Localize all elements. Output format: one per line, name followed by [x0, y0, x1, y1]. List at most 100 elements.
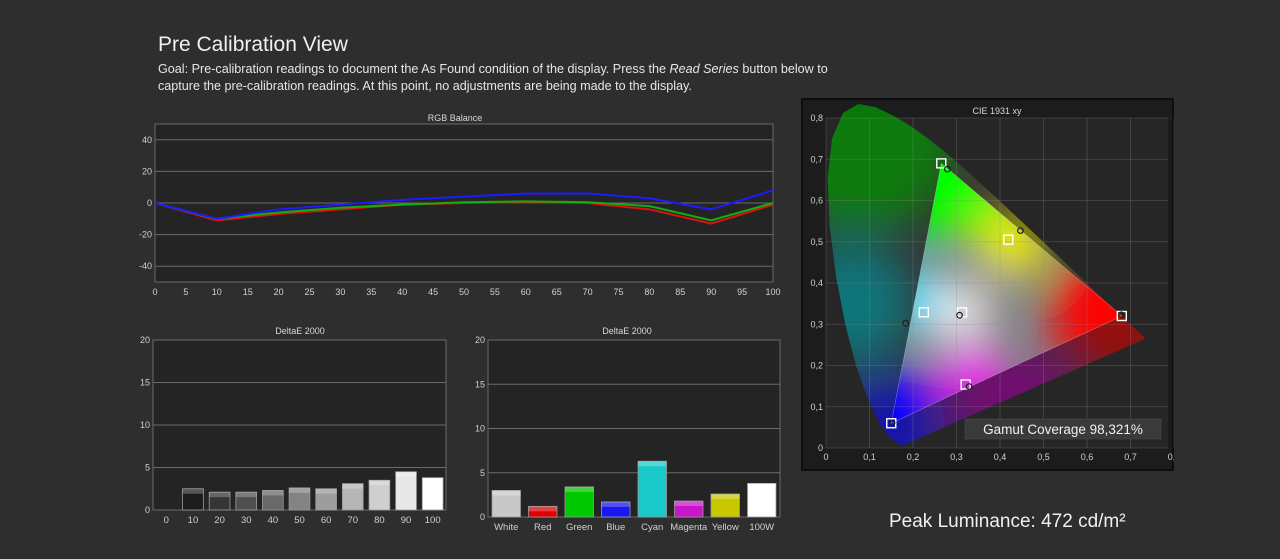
rgb-balance-chart: RGB Balance 40 20 0 -20 -40 0 5 10 15 20 25 30 35 40 4… [139, 113, 781, 297]
cie-measured-point [956, 311, 963, 319]
color-de-bar-highlight [528, 506, 557, 512]
goal-description: Goal: Pre-calibration readings to docume… [158, 61, 848, 95]
rgb-xtick-label: 80 [644, 287, 654, 297]
color-de-category-label: 100W [749, 522, 774, 533]
cie-measured-point [1117, 311, 1125, 319]
color-de-ytick-label: 20 [475, 335, 485, 345]
color-de-category-label: Magenta [670, 522, 708, 533]
gray-de-ytick-label: 5 [145, 463, 150, 473]
cie-ytick-label: 0,8 [810, 113, 823, 123]
gray-de-bar [395, 471, 417, 511]
cie-xtick-label: 0,2 [907, 452, 920, 462]
gray-de-ytick-label: 0 [145, 505, 150, 515]
cie-xtick-label: 0,5 [1037, 452, 1050, 462]
gray-de-bar [341, 483, 364, 511]
color-de-bar [491, 490, 521, 518]
peak-luminance: Peak Luminance: 472 cd/m² [889, 511, 1126, 532]
rgb-xtick-label: 100 [765, 287, 780, 297]
cie-target-marker [886, 418, 897, 429]
goal-text-suffix: button below to capture the pre-calibrat… [158, 62, 828, 93]
cie-ytick-label: 0,5 [810, 237, 823, 247]
color-de-ytick-label: 0 [480, 512, 485, 522]
rgb-xtick-label: 45 [428, 287, 438, 297]
color-deltae-title: DeltaE 2000 [602, 326, 652, 336]
page-title: Pre Calibration View [158, 33, 348, 56]
rgb-xtick-label: 55 [490, 287, 500, 297]
color-de-category-label: Blue [606, 522, 625, 533]
color-de-bar [528, 505, 558, 518]
gray-de-ytick-label: 10 [140, 420, 150, 430]
color-de-ytick-label: 5 [480, 468, 485, 478]
rgb-xtick-label: 65 [552, 287, 562, 297]
gray-de-category-label: 80 [374, 515, 385, 526]
gray-de-ytick-label: 15 [140, 378, 150, 388]
gray-de-bar-highlight [369, 480, 390, 486]
gray-de-bar-highlight [182, 488, 204, 494]
cie-measured-point [943, 165, 951, 173]
rgb-series-line [154, 200, 774, 222]
gray-de-bar [288, 487, 311, 511]
gray-de-category-label: 20 [214, 515, 225, 526]
cie-xtick-label: 0,1 [863, 452, 876, 462]
cie-target-marker [936, 158, 947, 169]
gray-de-bar [235, 491, 258, 511]
rgb-xtick-label: 30 [335, 287, 345, 297]
color-de-bar [564, 486, 594, 518]
gray-de-bar-highlight [395, 471, 417, 477]
cie-chart-title: CIE 1931 xy [972, 106, 1022, 116]
rgb-xtick-label: 10 [212, 287, 222, 297]
color-de-ytick-label: 15 [475, 379, 485, 389]
rgb-xtick-label: 20 [274, 287, 284, 297]
cie-ytick-label: 0,2 [810, 361, 823, 371]
color-de-bar-highlight [638, 461, 667, 467]
cie-xtick-label: 0,8 [1168, 452, 1174, 462]
gray-de-category-label: 10 [188, 515, 199, 526]
gamut-coverage-text: Gamut Coverage 98,321% [983, 422, 1143, 437]
cie-target-marker [918, 307, 930, 318]
color-de-ytick-label: 10 [475, 424, 485, 434]
gray-de-bar-highlight [235, 492, 257, 498]
color-de-category-label: Green [566, 522, 592, 533]
gray-de-bar-highlight [342, 483, 364, 489]
color-de-bar-highlight [492, 490, 521, 496]
cie-measured-point [902, 319, 910, 327]
color-de-category-label: Cyan [641, 522, 663, 533]
gray-de-bar [315, 488, 337, 511]
cie-measured-point [965, 383, 973, 390]
cie-target-marker [1003, 234, 1014, 245]
rgb-ytick-label: -40 [139, 261, 152, 271]
rgb-ytick-label: -20 [139, 230, 152, 240]
cie-measured-point [888, 419, 896, 427]
cie-xtick-label: 0,6 [1081, 452, 1094, 462]
gray-de-category-label: 60 [321, 515, 332, 526]
gray-de-bar [182, 488, 204, 511]
color-de-bar-highlight [747, 483, 776, 489]
rgb-xtick-label: 95 [737, 287, 747, 297]
gray-de-bar [421, 477, 444, 511]
cie-xtick-label: 0,3 [950, 452, 963, 462]
gray-de-category-label: 50 [294, 515, 305, 526]
rgb-xtick-label: 35 [366, 287, 376, 297]
color-deltae-chart: DeltaE 2000 20 15 10 5 0 White Red Green Blue Cya… [475, 326, 781, 533]
cie-ytick-label: 0,1 [810, 402, 823, 412]
color-de-bar-highlight [565, 486, 594, 492]
gray-de-category-label: 0 [164, 515, 169, 526]
cie-1931-chart: CIE 1931 xy 0 0,1 0,2 0,3 0,4 0,5 0,6 0,7 0,8 0,8… [801, 98, 1174, 471]
rgb-xtick-label: 70 [583, 287, 593, 297]
cie-ytick-label: 0 [818, 443, 823, 453]
rgb-xtick-label: 15 [243, 287, 253, 297]
gray-de-bar-highlight [422, 477, 444, 483]
rgb-ytick-label: 20 [142, 166, 152, 176]
color-de-bar [710, 493, 740, 518]
color-de-bar [601, 501, 631, 518]
color-de-category-label: Red [534, 522, 551, 533]
rgb-xtick-label: 50 [459, 287, 469, 297]
rgb-xtick-label: 5 [183, 287, 188, 297]
rgb-ytick-label: 40 [142, 135, 152, 145]
gray-de-category-label: 40 [268, 515, 279, 526]
rgb-xtick-label: 25 [304, 287, 314, 297]
cie-xtick-label: 0,7 [1124, 452, 1137, 462]
gray-de-bar [208, 491, 231, 511]
gray-de-category-label: 70 [347, 515, 358, 526]
